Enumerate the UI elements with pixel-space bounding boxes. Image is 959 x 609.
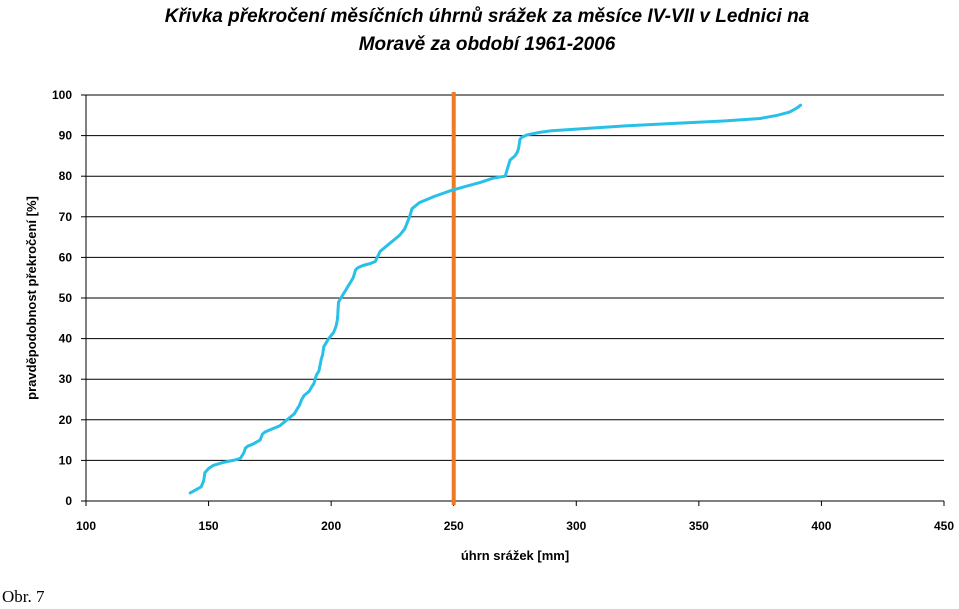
- y-tick-label-70: 70: [59, 210, 73, 224]
- y-tick-label-40: 40: [59, 332, 73, 346]
- x-axis: [85, 500, 945, 506]
- chart-title-line2: Moravě za období 1961-2006: [359, 34, 616, 55]
- y-tick-label-30: 30: [59, 372, 73, 386]
- y-tick-label-80: 80: [59, 169, 73, 183]
- chart-title-line1: Křivka překročení měsíčních úhrnů srážek…: [165, 6, 810, 27]
- y-tick-label-60: 60: [59, 250, 73, 264]
- y-tick-label-20: 20: [59, 413, 73, 427]
- y-tick-label-10: 10: [59, 453, 73, 467]
- x-tick-label-250: 250: [444, 519, 464, 533]
- x-tick-label-300: 300: [566, 519, 586, 533]
- exceedance-curve: [188, 103, 803, 495]
- y-axis-label: pravděpodobnost překročení [%]: [24, 196, 39, 400]
- x-tick-label-200: 200: [321, 519, 341, 533]
- y-axis: [81, 94, 87, 502]
- y-tick-label-100: 100: [52, 88, 72, 102]
- x-tick-labels: 100 150 200 250 300 350 400 450: [76, 519, 954, 533]
- y-tick-label-50: 50: [59, 291, 73, 305]
- y-tick-labels: 0 10 20 30 40 50 60 70 80 90 100: [52, 88, 72, 508]
- x-tick-label-400: 400: [811, 519, 831, 533]
- x-tick-label-450: 450: [934, 519, 954, 533]
- figure-caption: Obr. 7: [2, 587, 45, 606]
- y-tick-label-90: 90: [59, 129, 73, 143]
- y-tick-label-0: 0: [65, 494, 72, 508]
- x-axis-label: úhrn srážek [mm]: [461, 548, 569, 563]
- x-tick-label-100: 100: [76, 519, 96, 533]
- x-tick-label-150: 150: [199, 519, 219, 533]
- x-tick-label-350: 350: [689, 519, 709, 533]
